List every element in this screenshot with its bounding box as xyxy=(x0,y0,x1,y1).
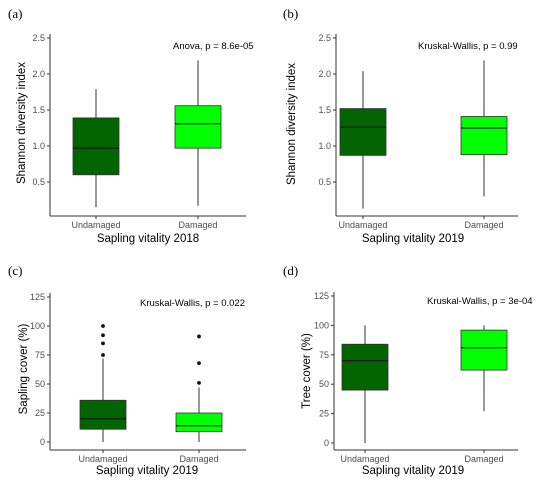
panel-c-undamaged-outlier-point xyxy=(101,353,105,357)
panel-d-y-axis-title: Tree cover (%) xyxy=(301,333,313,409)
panel-a-stat-annotation: Anova, p = 8.6e-05 xyxy=(173,41,254,52)
panel-d-undamaged-x-tick-label: Undamaged xyxy=(340,454,389,464)
panel-d-y-tick-label: 50 xyxy=(319,379,329,389)
panel-a-y-axis-title: Shannon diversity index xyxy=(16,62,28,184)
panel-b-damaged-x-tick-label: Damaged xyxy=(464,220,503,230)
panel-d-y-tick-label: 125 xyxy=(314,291,329,301)
panel-c-undamaged-outlier-point xyxy=(101,324,105,328)
panel-c-y-tick-label: 50 xyxy=(35,379,45,389)
panel-c-damaged-box xyxy=(175,412,223,432)
panel-c-undamaged-x-tick-label: Undamaged xyxy=(78,454,127,464)
panel-c-damaged-outlier-point xyxy=(197,361,201,366)
panel-c-y-tick-label: 100 xyxy=(30,321,45,331)
panel-d-stat-annotation: Kruskal-Wallis, p = 3e-04 xyxy=(427,296,533,307)
panel-c-label: (c) xyxy=(8,263,22,278)
panel-c-x-axis-title: Sapling vitality 2019 xyxy=(96,465,198,477)
panel-d-damaged-box xyxy=(460,329,508,371)
panel-a-damaged-box xyxy=(174,105,222,149)
panel-b: (b) Kruskal-Wallis, p = 0.99 Sapling vit… xyxy=(283,6,518,245)
panel-a-damaged-x-tick-label: Damaged xyxy=(178,220,217,230)
panel-c-y-tick-label: 0 xyxy=(40,437,45,447)
panel-a-plot-area: 0.5 1.0 1.5 2.0 2.5 Undamaged Damaged xyxy=(32,33,246,230)
panel-b-undamaged-box xyxy=(339,108,387,156)
panel-b-y-tick-label: 1.0 xyxy=(318,141,331,151)
panel-b-stat-annotation: Kruskal-Wallis, p = 0.99 xyxy=(418,41,518,52)
panel-a-x-axis-title: Sapling vitality 2018 xyxy=(97,233,199,245)
panel-c-damaged-outlier-point xyxy=(197,380,201,385)
panel-a: (a) Anova, p = 8.6e-05 Sapling vitality … xyxy=(8,6,254,245)
panel-c-y-axis-title: Sapling cover (%) xyxy=(18,323,30,414)
panel-b-y-tick-label: 1.5 xyxy=(318,105,331,115)
panel-d-label: (d) xyxy=(283,263,298,278)
panel-d-x-axis-title: Sapling vitality 2019 xyxy=(362,465,464,477)
panel-c-y-tick-label: 75 xyxy=(35,350,45,360)
panel-c-undamaged-outlier-point xyxy=(101,333,105,338)
panel-d-damaged-x-tick-label: Damaged xyxy=(464,454,503,464)
panel-c-undamaged-box xyxy=(79,399,127,430)
panel-b-x-axis-title: Sapling vitality 2019 xyxy=(362,233,464,245)
panel-a-undamaged-x-tick-label: Undamaged xyxy=(71,220,120,230)
panel-d-plot-area: 0 25 50 75 100 125 Undamaged Damaged xyxy=(314,291,518,464)
panel-b-y-tick-label: 2.0 xyxy=(318,69,331,79)
panel-b-undamaged-x-tick-label: Undamaged xyxy=(338,220,387,230)
panel-a-y-tick-label: 2.5 xyxy=(32,33,45,43)
panel-a-y-tick-label: 1.5 xyxy=(32,105,45,115)
panel-c-damaged-outlier-point xyxy=(197,334,201,339)
panel-b-y-tick-label: 2.5 xyxy=(318,33,331,43)
panel-b-y-axis-title: Shannon diversity index xyxy=(286,63,298,185)
panel-c-y-tick-label: 125 xyxy=(30,292,45,302)
panel-b-y-tick-label: 0.5 xyxy=(318,177,331,187)
panel-a-y-tick-label: 0.5 xyxy=(32,177,45,187)
panel-c-y-tick-label: 25 xyxy=(35,408,45,418)
panel-c-undamaged-outlier-point xyxy=(101,341,105,346)
panel-a-label: (a) xyxy=(8,6,22,21)
panel-a-y-tick-label: 2.0 xyxy=(32,69,45,79)
panel-c-damaged-x-tick-label: Damaged xyxy=(179,454,218,464)
panel-a-undamaged-box xyxy=(72,117,120,176)
panel-c-plot-area: 0 25 50 75 100 125 Undamaged Damaged xyxy=(30,292,246,464)
panel-b-damaged-box xyxy=(460,116,508,156)
panel-d-y-tick-label: 25 xyxy=(319,409,329,419)
panel-c-stat-annotation: Kruskal-Wallis, p = 0.022 xyxy=(140,298,245,309)
panel-b-label: (b) xyxy=(283,6,298,21)
panel-c: (c) Kruskal-Wallis, p = 0.022 Sapling vi… xyxy=(8,263,246,477)
panel-d: (d) Kruskal-Wallis, p = 3e-04 Sapling vi… xyxy=(283,263,533,477)
panel-d-undamaged-box xyxy=(341,343,389,391)
panel-d-y-tick-label: 100 xyxy=(314,320,329,330)
panel-a-y-tick-label: 1.0 xyxy=(32,141,45,151)
panel-b-plot-area: 0.5 1.0 1.5 2.0 2.5 Undamaged Damaged xyxy=(318,33,518,230)
panel-d-y-tick-label: 0 xyxy=(324,438,329,448)
panel-d-y-tick-label: 75 xyxy=(319,350,329,360)
